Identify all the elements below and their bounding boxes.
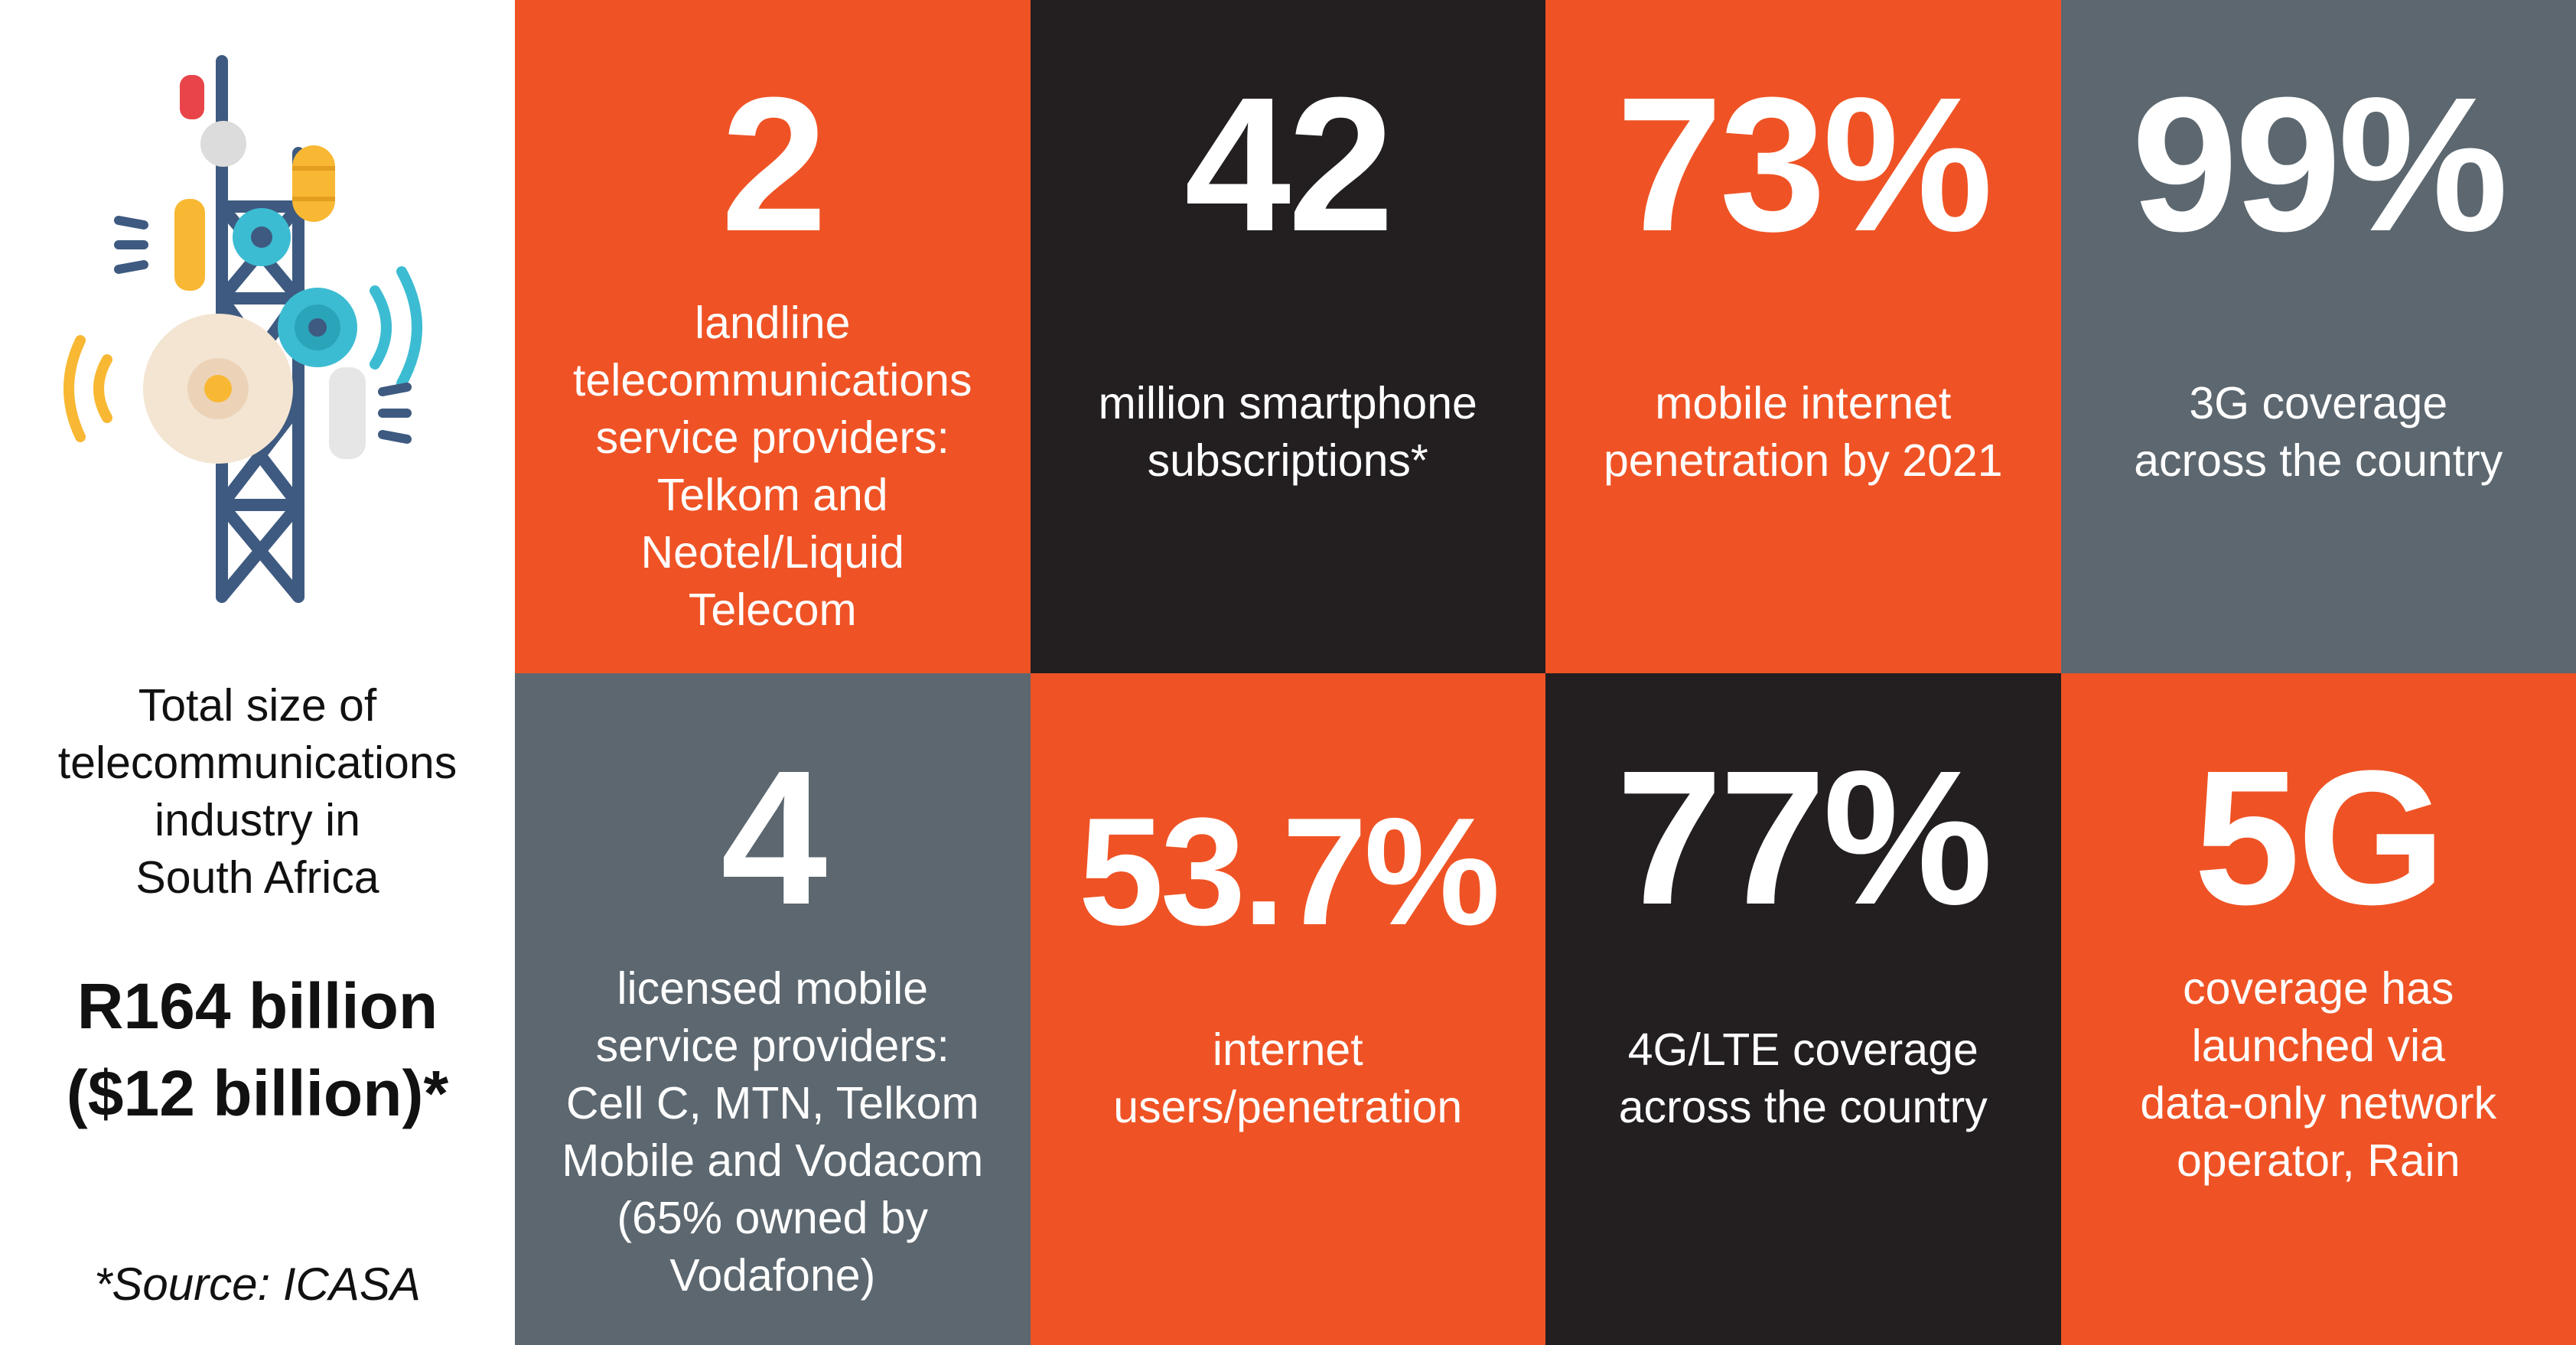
industry-size-amount: R164 billion ($12 billion)* — [66, 970, 449, 1129]
stat-description: landline telecommunications service prov… — [573, 298, 972, 635]
stat-value: 73% — [1616, 57, 1993, 271]
stat-tile-mobile-internet-penetration: 73% mobile internet penetration by 2021 — [1545, 0, 2061, 673]
stat-tile-internet-users: 53.7% internet users/penetration — [1030, 673, 1545, 1345]
stat-tile-5g-coverage: 5G coverage has launched via data-only n… — [2060, 673, 2576, 1345]
sidebar: Total size of telecommunications industr… — [0, 0, 515, 1345]
stat-value: 53.7% — [1078, 786, 1500, 957]
stat-value: 2 — [721, 57, 827, 271]
stat-value: 4 — [721, 731, 827, 944]
stat-description: internet users/penetration — [1113, 1024, 1463, 1132]
stat-value: 77% — [1616, 731, 1993, 944]
stat-tile-landline-providers: 2 landline telecommunications service pr… — [515, 0, 1031, 673]
stat-tile-4g-coverage: 77% 4G/LTE coverage across the country — [1545, 673, 2061, 1345]
stat-value: 42 — [1184, 57, 1394, 271]
stat-description: licensed mobile service providers: Cell … — [562, 963, 984, 1301]
source-note: *Source: ICASA — [94, 1259, 421, 1310]
stat-description: million smartphone subscriptions* — [1098, 378, 1477, 486]
telecom-tower-icon — [64, 55, 422, 603]
stat-tile-smartphone-subscriptions: 42 million smartphone subscriptions* — [1030, 0, 1545, 673]
stats-grid: 2 landline telecommunications service pr… — [515, 0, 2576, 1345]
stat-description: 3G coverage across the country — [2134, 378, 2503, 486]
stat-tile-3g-coverage: 99% 3G coverage across the country — [2060, 0, 2576, 673]
stat-value: 5G — [2193, 731, 2446, 944]
stat-description: mobile internet penetration by 2021 — [1603, 378, 2003, 486]
stat-value: 99% — [2131, 57, 2508, 271]
stat-description: coverage has launched via data-only netw… — [2140, 963, 2497, 1186]
stat-description: 4G/LTE coverage across the country — [1618, 1024, 1988, 1132]
stat-tile-mobile-providers: 4 licensed mobile service providers: Cel… — [515, 673, 1031, 1345]
industry-size-label: Total size of telecommunications industr… — [57, 680, 458, 903]
